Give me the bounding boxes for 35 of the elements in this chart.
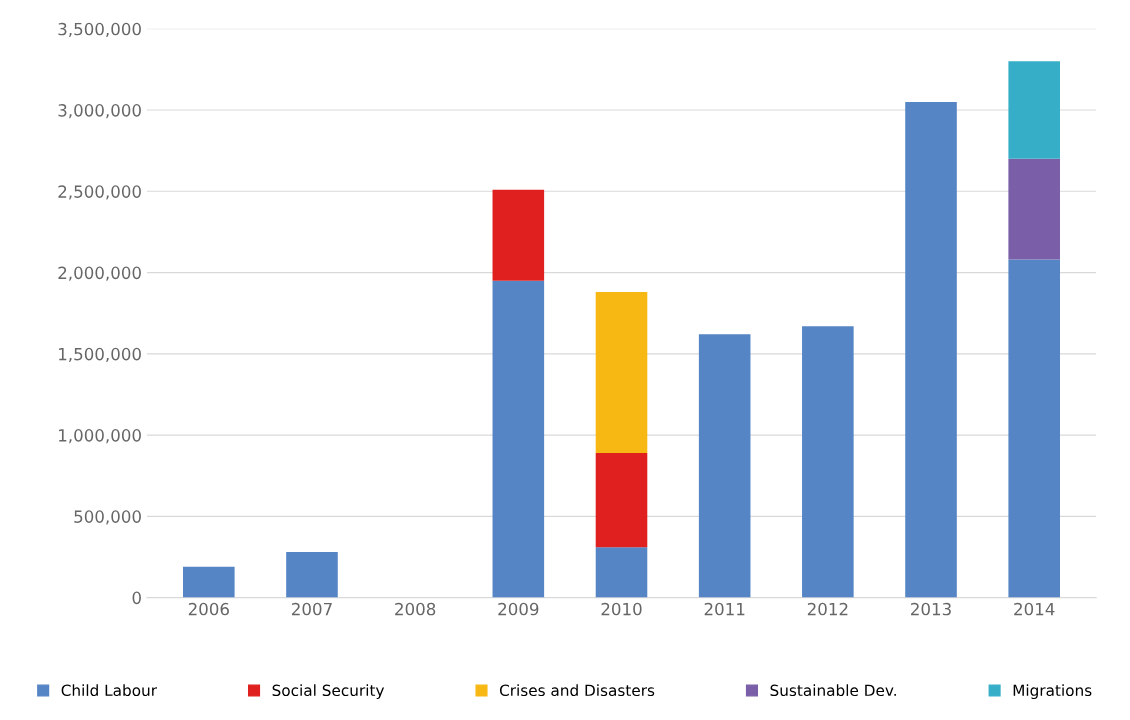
legend-label: Social Security bbox=[272, 684, 385, 700]
y-tick-label: 1,000,000 bbox=[59, 429, 141, 444]
bar bbox=[1008, 158, 1060, 260]
bar bbox=[492, 280, 545, 598]
bar bbox=[802, 326, 854, 598]
legend-label: Child Labour bbox=[61, 684, 158, 697]
x-tick-label: 2012 bbox=[807, 602, 848, 616]
y-tick-label: 2,000,000 bbox=[58, 266, 141, 281]
bar bbox=[492, 189, 545, 281]
y-tick-label: 3,500,000 bbox=[58, 22, 141, 38]
x-tick-label: 2011 bbox=[704, 602, 745, 616]
legend-label: Sustainable Dev. bbox=[770, 684, 896, 697]
bar bbox=[905, 101, 957, 598]
bar bbox=[595, 547, 648, 598]
x-tick-label: 2014 bbox=[1014, 602, 1055, 616]
y-tick-label: 0 bbox=[132, 591, 141, 605]
y-tick-label: 2,500,000 bbox=[58, 185, 141, 200]
bar bbox=[595, 292, 648, 453]
y-tick-label: 500,000 bbox=[74, 510, 141, 525]
x-tick-label: 2007 bbox=[291, 602, 332, 616]
bar bbox=[595, 452, 648, 548]
x-tick-label: 2006 bbox=[188, 602, 229, 616]
bar bbox=[698, 334, 751, 598]
y-tick-label: 3,000,000 bbox=[58, 104, 141, 119]
legend-label: Migrations bbox=[1013, 684, 1092, 700]
bar bbox=[1008, 259, 1060, 598]
y-tick-label: 1,500,000 bbox=[59, 347, 141, 363]
x-tick-label: 2010 bbox=[601, 602, 642, 616]
bar bbox=[183, 566, 235, 598]
bar bbox=[286, 552, 338, 598]
bar bbox=[1008, 61, 1060, 159]
legend-label: Crises and Disasters bbox=[499, 684, 655, 697]
x-tick-label: 2013 bbox=[911, 602, 951, 616]
x-tick-label: 2009 bbox=[498, 602, 539, 616]
x-tick-label: 2008 bbox=[395, 602, 436, 616]
